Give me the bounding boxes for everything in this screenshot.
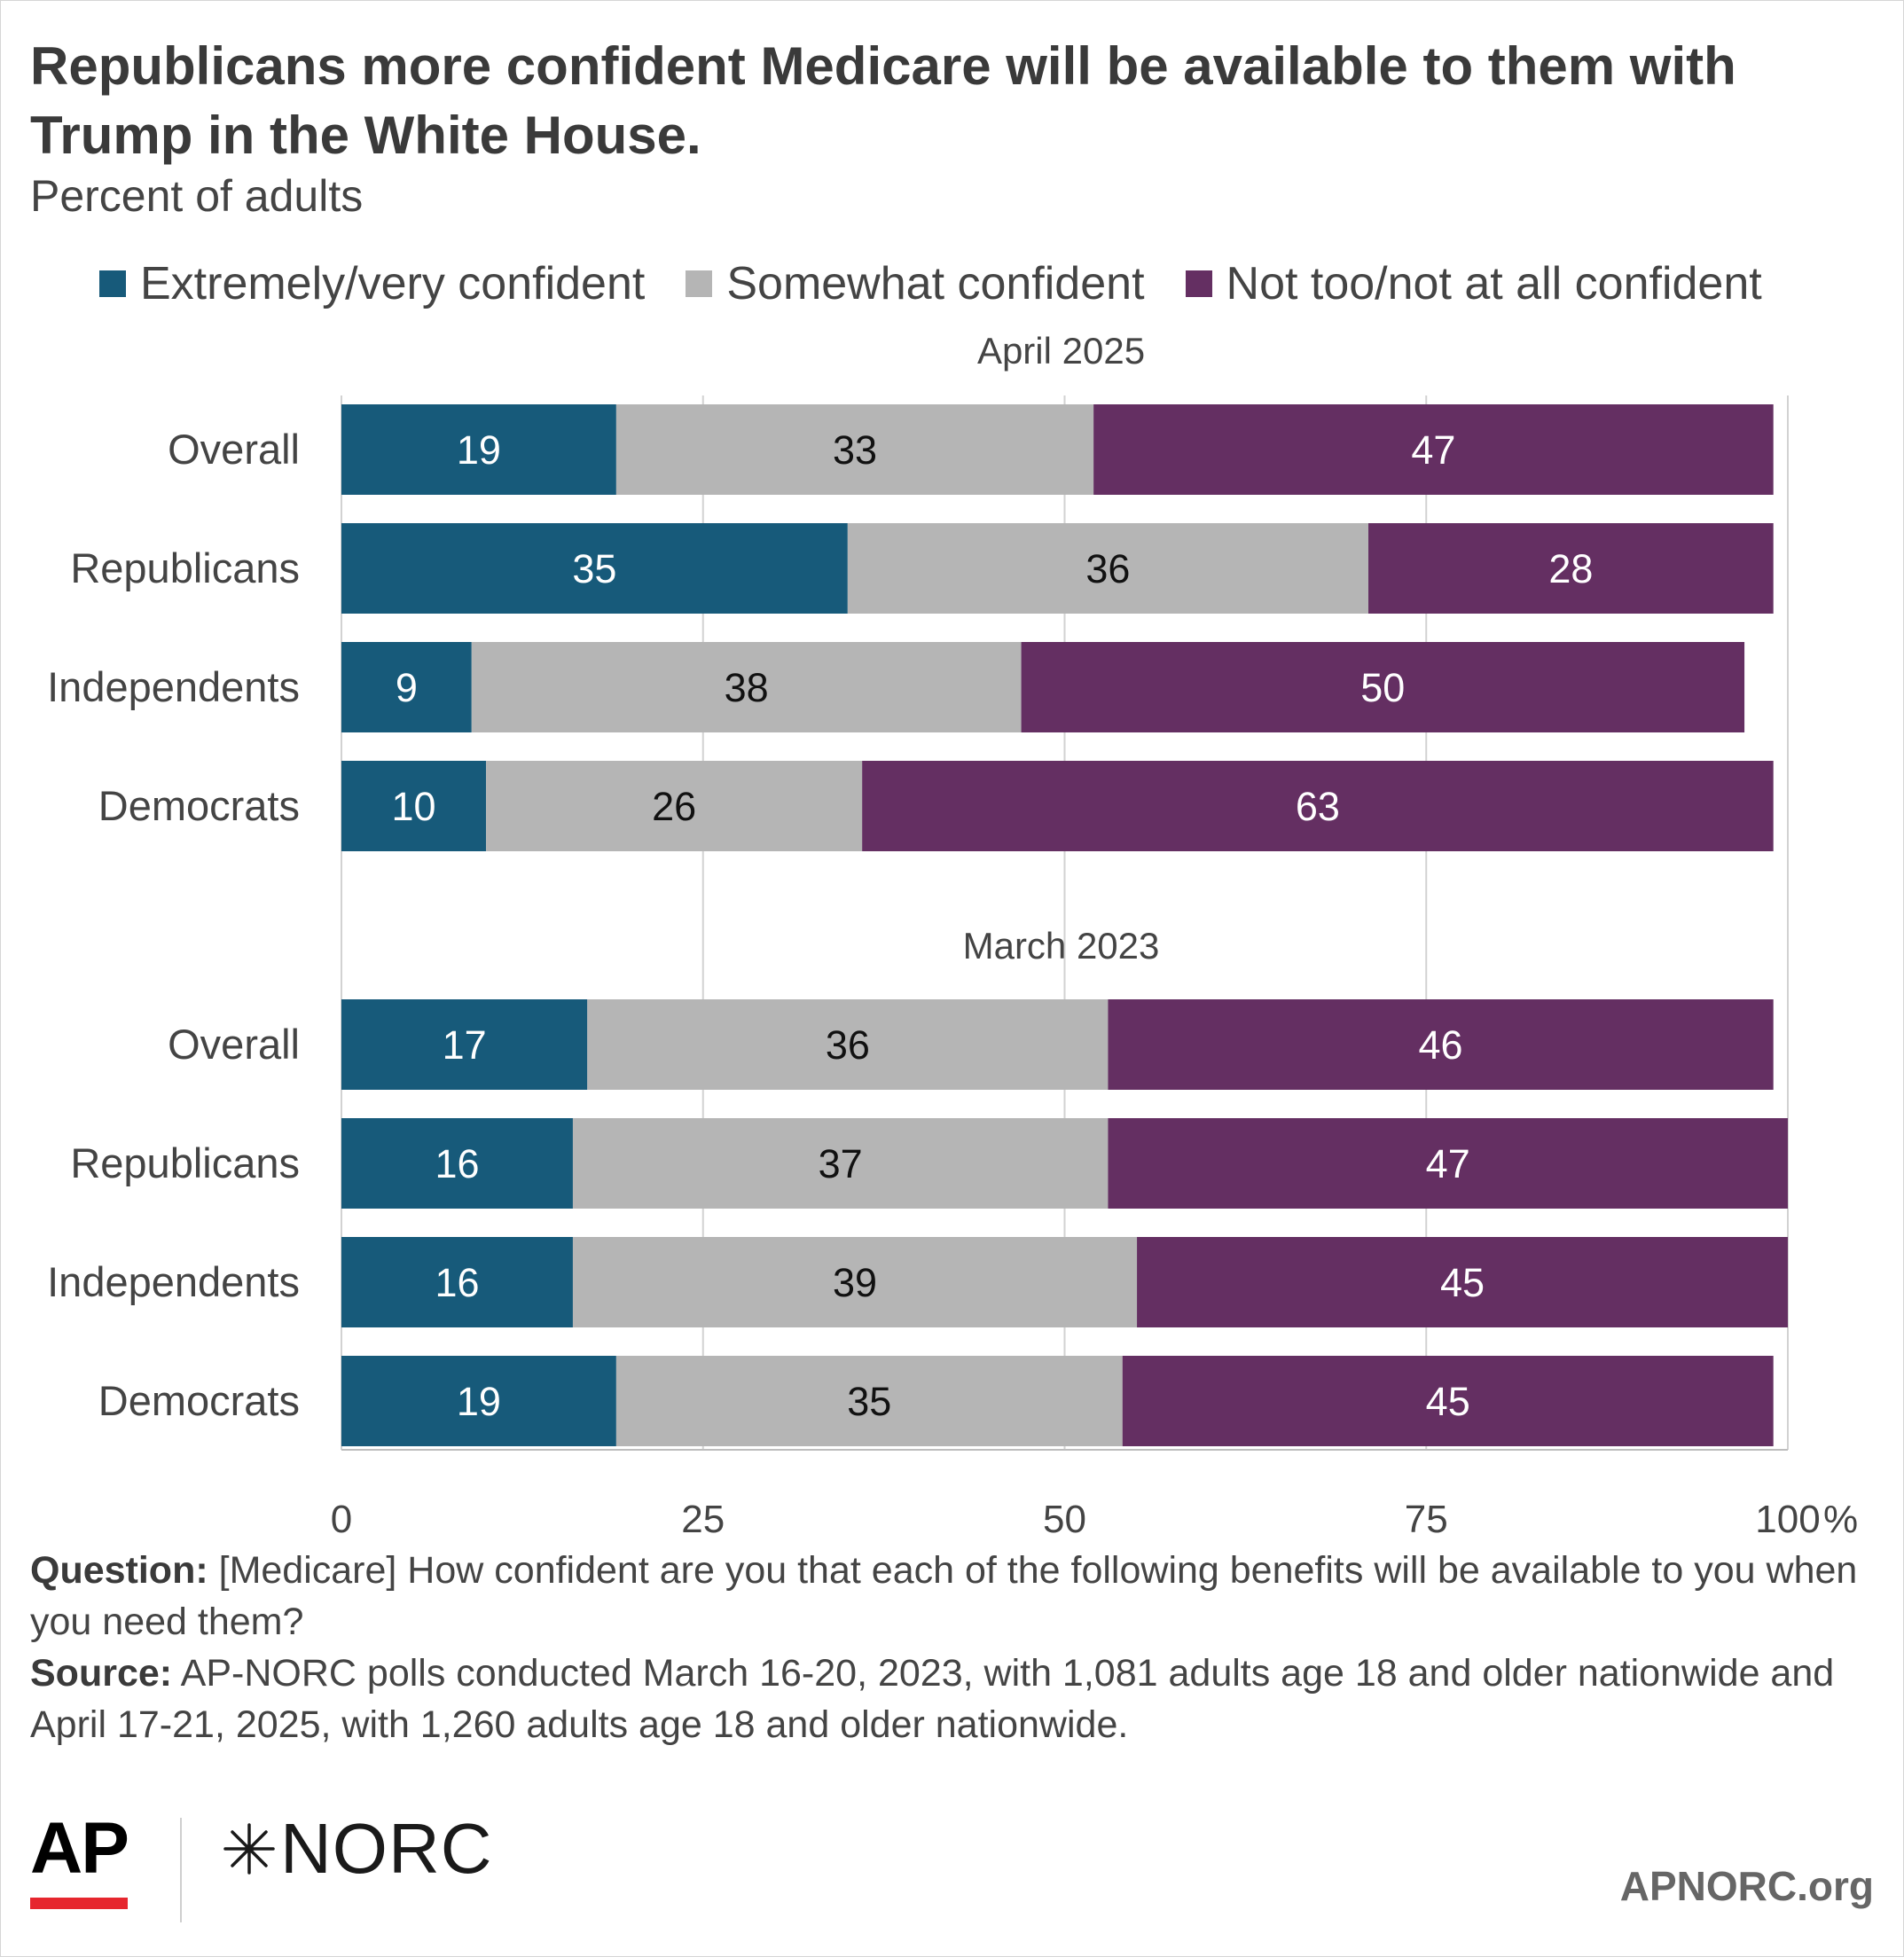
data-label: 16 xyxy=(435,1260,479,1305)
data-label: 35 xyxy=(847,1379,891,1424)
source-text: AP-NORC polls conducted March 16-20, 202… xyxy=(30,1652,1835,1746)
bar-segment-extremely-very-confident xyxy=(341,523,848,614)
question-note: Question: [Medicare] How confident are y… xyxy=(30,1545,1875,1648)
bar-segment-not-too-not-at-all-confident xyxy=(1093,404,1774,495)
bar-segment-not-too-not-at-all-confident xyxy=(1108,1118,1788,1209)
legend-swatch-somewhat-confident xyxy=(686,270,713,297)
bar-segment-extremely-very-confident xyxy=(341,1356,616,1446)
norc-star-icon xyxy=(223,1823,275,1875)
group-label-march-2023: March 2023 xyxy=(963,925,1160,967)
category-label-overall: Overall xyxy=(168,1021,300,1068)
data-label: 45 xyxy=(1426,1379,1470,1424)
data-label: 47 xyxy=(1411,427,1455,473)
data-label: 33 xyxy=(833,427,877,473)
data-label: 46 xyxy=(1419,1022,1463,1068)
source-label: Source: xyxy=(30,1652,173,1695)
data-label: 63 xyxy=(1296,784,1340,829)
bar-segment-extremely-very-confident xyxy=(341,642,472,732)
bar-segment-somewhat-confident xyxy=(847,523,1369,614)
bar-segment-not-too-not-at-all-confident xyxy=(1122,1356,1774,1446)
legend-label: Extremely/very confident xyxy=(140,258,646,309)
question-label: Question: xyxy=(30,1549,208,1592)
norc-logo-text: NORC xyxy=(280,1809,493,1888)
bar-segment-extremely-very-confident xyxy=(341,761,487,851)
data-label: 45 xyxy=(1440,1260,1485,1305)
legend-label: Somewhat confident xyxy=(726,258,1145,309)
question-text: [Medicare] How confident are you that ea… xyxy=(30,1549,1858,1643)
x-tick-label-0: 0 xyxy=(331,1498,352,1541)
data-label: 26 xyxy=(652,784,696,829)
stacked-bar-chart: April 2025 Overall 19 33 47 Republicans 35 36 28… xyxy=(47,330,1858,1541)
bar-segment-extremely-very-confident xyxy=(341,1237,573,1327)
bar-segment-somewhat-confident xyxy=(572,1237,1138,1327)
data-label: 17 xyxy=(443,1022,487,1068)
category-label-republicans: Republicans xyxy=(70,544,300,591)
bar-segment-somewhat-confident xyxy=(615,404,1094,495)
data-label: 36 xyxy=(1085,546,1130,591)
chart-legend: Extremely/very confident Somewhat confid… xyxy=(99,254,1762,313)
bar-segment-extremely-very-confident xyxy=(341,999,588,1090)
norc-logo: NORC xyxy=(222,1809,493,1889)
logo-divider xyxy=(180,1818,182,1922)
legend-item-not-too-confident: Not too/not at all confident xyxy=(1185,257,1762,310)
chart-subtitle: Percent of adults xyxy=(30,171,364,221)
legend-label: Not too/not at all confident xyxy=(1226,258,1762,309)
category-label-republicans: Republicans xyxy=(70,1139,300,1186)
ap-logo: AP xyxy=(30,1808,129,1889)
chart-notes: Question: [Medicare] How confident are y… xyxy=(30,1545,1875,1750)
data-label: 9 xyxy=(396,665,418,710)
legend-swatch-extremely-very-confident xyxy=(99,270,126,297)
data-label: 35 xyxy=(572,546,616,591)
x-tick-label-75: 75 xyxy=(1405,1498,1448,1541)
bar-segment-somewhat-confident xyxy=(587,999,1109,1090)
bar-segment-not-too-not-at-all-confident xyxy=(1368,523,1774,614)
data-label: 19 xyxy=(457,427,501,473)
site-url: APNORC.org xyxy=(1619,1863,1874,1909)
x-tick-label-100: 100 xyxy=(1755,1498,1820,1541)
bar-segment-not-too-not-at-all-confident xyxy=(1108,999,1774,1090)
x-tick-label-50: 50 xyxy=(1043,1498,1086,1541)
data-label: 37 xyxy=(819,1141,863,1186)
legend-swatch-not-too-confident xyxy=(1185,270,1212,297)
bar-segment-somewhat-confident xyxy=(471,642,1022,732)
category-label-overall: Overall xyxy=(168,426,300,473)
data-label: 47 xyxy=(1426,1141,1470,1186)
category-label-democrats: Democrats xyxy=(98,1377,300,1424)
category-label-democrats: Democrats xyxy=(98,782,300,829)
x-axis-unit: % xyxy=(1823,1498,1858,1541)
chart-title: Republicans more confident Medicare will… xyxy=(30,36,1736,165)
data-label: 28 xyxy=(1548,546,1593,591)
source-note: Source: AP-NORC polls conducted March 16… xyxy=(30,1648,1875,1750)
category-label-independents: Independents xyxy=(47,1258,300,1305)
bar-segment-somewhat-confident xyxy=(615,1356,1123,1446)
data-label: 10 xyxy=(392,784,436,829)
legend-item-extremely-very-confident: Extremely/very confident xyxy=(99,257,645,310)
data-label: 50 xyxy=(1360,665,1405,710)
data-label: 39 xyxy=(833,1260,877,1305)
bar-segment-extremely-very-confident xyxy=(341,404,616,495)
bar-segment-not-too-not-at-all-confident xyxy=(1021,642,1745,732)
data-label: 19 xyxy=(457,1379,501,1424)
bar-segment-not-too-not-at-all-confident xyxy=(862,761,1774,851)
bar-segment-not-too-not-at-all-confident xyxy=(1137,1237,1788,1327)
data-label: 16 xyxy=(435,1141,479,1186)
ap-logo-underline xyxy=(30,1898,128,1909)
legend-item-somewhat-confident: Somewhat confident xyxy=(686,257,1145,310)
bar-segment-extremely-very-confident xyxy=(341,1118,573,1209)
category-label-independents: Independents xyxy=(47,663,300,710)
group-label-april-2025: April 2025 xyxy=(977,330,1145,372)
data-label: 36 xyxy=(826,1022,870,1068)
data-label: 38 xyxy=(725,665,769,710)
bar-segment-somewhat-confident xyxy=(572,1118,1109,1209)
bar-segment-somewhat-confident xyxy=(486,761,863,851)
x-tick-label-25: 25 xyxy=(681,1498,725,1541)
